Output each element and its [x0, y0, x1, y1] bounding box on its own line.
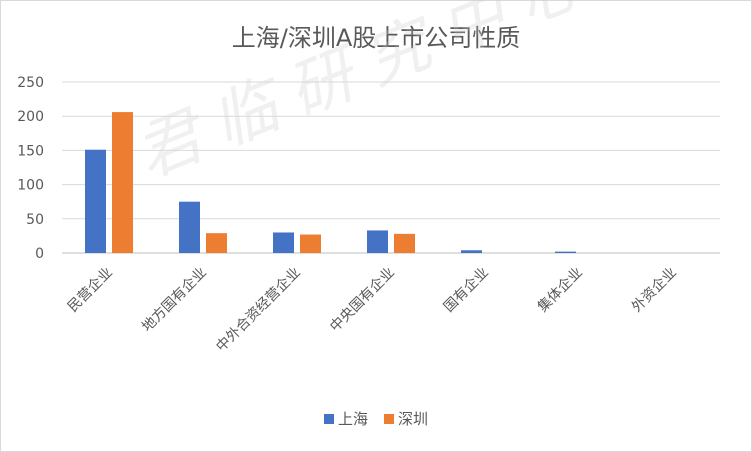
bar-深圳-民营企业: [112, 112, 133, 253]
legend-label: 深圳: [398, 410, 429, 428]
y-axis-ticks: 0 50 100 150 200 250: [17, 75, 44, 262]
legend-label: 上海: [337, 410, 368, 428]
legend-swatch: [384, 413, 394, 424]
x-category-label: 民营企业: [64, 264, 116, 316]
bar-上海-中外合资经营企业: [273, 232, 294, 253]
bar-深圳-地方国有企业: [206, 233, 227, 253]
bars: [85, 112, 576, 253]
legend-item-上海: 上海: [323, 408, 368, 429]
legend: 上海 深圳: [0, 408, 752, 429]
bar-上海-集体企业: [555, 251, 576, 253]
chart-title: 上海/深圳A股上市公司性质: [231, 24, 521, 52]
bar-上海-地方国有企业: [179, 201, 200, 253]
y-tick-label: 100: [17, 178, 44, 194]
bar-深圳-中央国有企业: [394, 233, 415, 253]
gridlines: [62, 81, 720, 254]
y-tick-label: 200: [17, 109, 44, 125]
y-tick-label: 150: [17, 143, 44, 159]
x-category-label: 地方国有企业: [138, 264, 209, 335]
y-tick-label: 0: [35, 246, 44, 262]
bar-上海-中央国有企业: [367, 230, 388, 253]
legend-item-深圳: 深圳: [384, 408, 428, 429]
bar-上海-民营企业: [85, 149, 106, 253]
x-category-label: 中央国有企业: [326, 264, 397, 335]
x-category-label: 外资企业: [628, 264, 680, 316]
bar-上海-国有企业: [461, 250, 482, 253]
y-tick-label: 250: [17, 75, 44, 91]
legend-swatch: [323, 413, 334, 424]
bar-深圳-中外合资经营企业: [300, 234, 321, 253]
x-category-label: 集体企业: [534, 264, 586, 316]
x-axis-labels: 民营企业 地方国有企业 中外合资经营企业 中央国有企业 国有企业 集体企业 外资企业: [64, 264, 680, 355]
y-tick-label: 50: [26, 212, 44, 228]
x-category-label: 国有企业: [440, 264, 492, 316]
x-category-label: 中外合资经营企业: [213, 264, 304, 355]
